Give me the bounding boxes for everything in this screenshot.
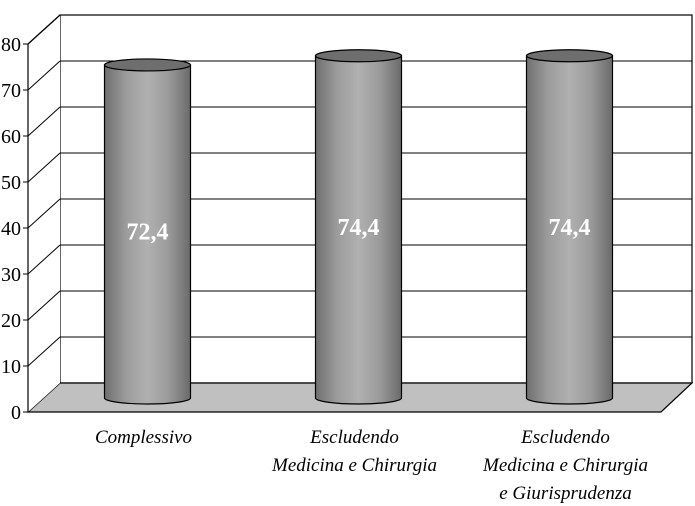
bar-body [314,55,403,405]
x-category-label: Complessivo [95,427,192,448]
gridline-side [27,244,61,275]
data-label: 74,4 [549,215,591,241]
x-category-label: Escludendo [520,427,610,448]
x-category-label: Escludendo [309,427,399,448]
gridline-side [27,198,61,229]
y-tick-label: 80 [1,34,21,56]
bar [103,58,192,405]
y-tick-label: 0 [11,402,21,424]
bars [103,49,614,405]
gridline-side [27,152,61,183]
y-tick-label: 10 [1,356,21,378]
gridline-side [27,14,61,45]
gridline-side [27,336,61,367]
y-tick-label: 60 [1,126,21,148]
data-label: 74,4 [338,215,380,241]
y-tick-label: 40 [1,218,21,240]
bar [314,49,403,405]
bar-body [103,64,192,405]
gridline-side [27,290,61,321]
gridline-side [27,106,61,137]
x-category-label: Medicina e Chirurgia [271,455,437,476]
y-tick-label: 50 [1,172,21,194]
y-tick-label: 20 [1,310,21,332]
gridline-side [27,60,61,91]
bar-top [314,49,403,63]
bar-body [525,55,614,405]
bar-top [525,49,614,63]
labels: 0 10 20 30 40 50 60 70 80 72,4 Complessivo 74,4 Escl… [1,34,648,504]
y-tick-label: 70 [1,80,21,102]
data-label: 72,4 [127,219,169,245]
y-tick-label: 30 [1,264,21,286]
bar [525,49,614,405]
x-category-label: e Giurisprudenza [499,483,631,504]
x-category-label: Medicina e Chirurgia [482,455,648,476]
bar-top [103,58,192,72]
